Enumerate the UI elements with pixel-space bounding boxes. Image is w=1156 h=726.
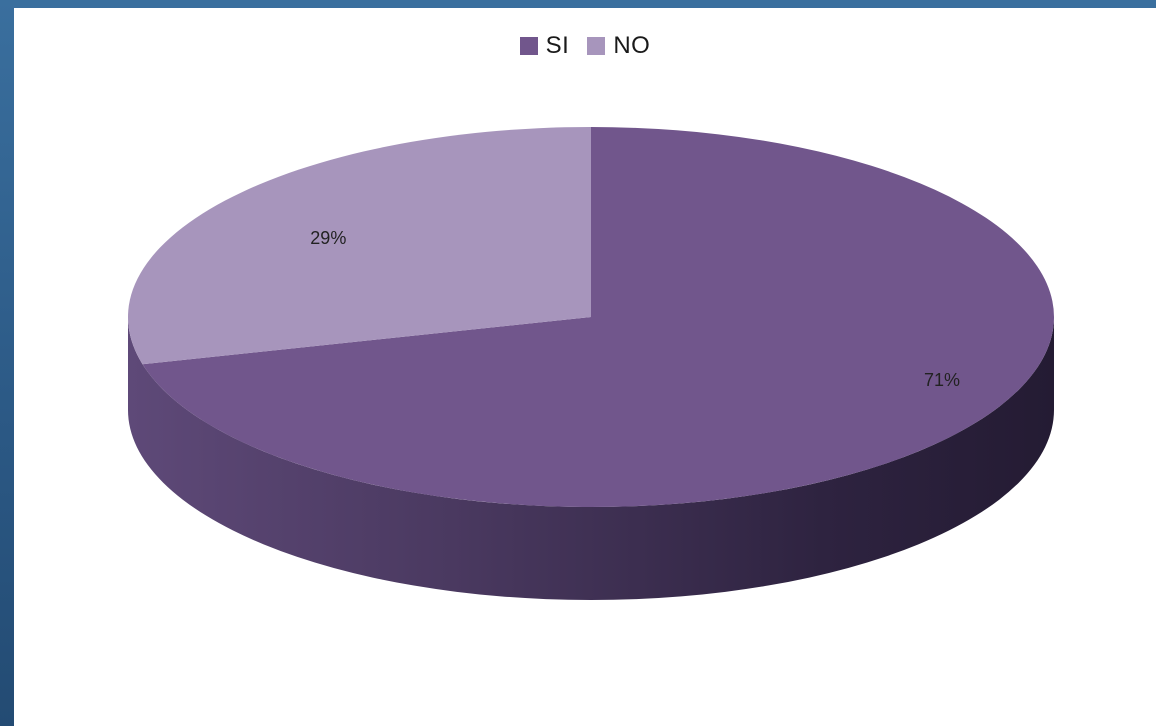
- pie-chart: 71% 29%: [127, 127, 1054, 600]
- data-label-si: 71%: [924, 370, 960, 390]
- legend-label-no: NO: [613, 32, 651, 59]
- legend-swatch-si: [519, 37, 538, 55]
- pie-side-wall: [128, 317, 1054, 600]
- pie-slice-no: [127, 127, 591, 365]
- legend-entry-si: SI: [519, 32, 570, 60]
- legend-swatch-no: [587, 37, 606, 55]
- legend-entry-no: NO: [587, 32, 650, 60]
- chart-area: SI NO 71% 29%: [14, 8, 1156, 726]
- data-label-no: 29%: [310, 228, 346, 248]
- legend: SI NO: [14, 32, 1156, 60]
- legend-label-si: SI: [545, 32, 570, 59]
- pie-slice-si: [142, 127, 1054, 508]
